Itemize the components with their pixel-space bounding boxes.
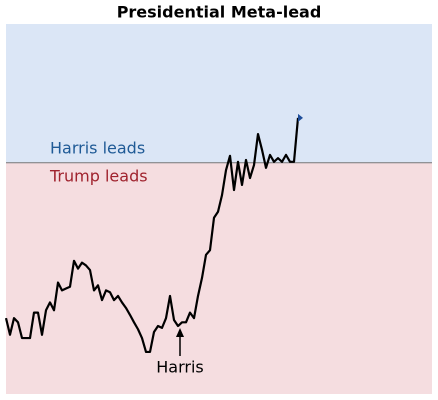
end-marker bbox=[298, 113, 303, 122]
trump-leads-label: Trump leads bbox=[49, 166, 148, 185]
meta-lead-line bbox=[4, 117, 300, 354]
chart-title: Presidential Meta-lead bbox=[117, 3, 322, 22]
harris-region bbox=[6, 24, 432, 163]
harris-leads-label: Harris leads bbox=[50, 138, 145, 157]
trump-region bbox=[6, 162, 432, 394]
annotation-arrowhead bbox=[176, 328, 184, 337]
harris-annotation: Harris bbox=[156, 358, 204, 377]
